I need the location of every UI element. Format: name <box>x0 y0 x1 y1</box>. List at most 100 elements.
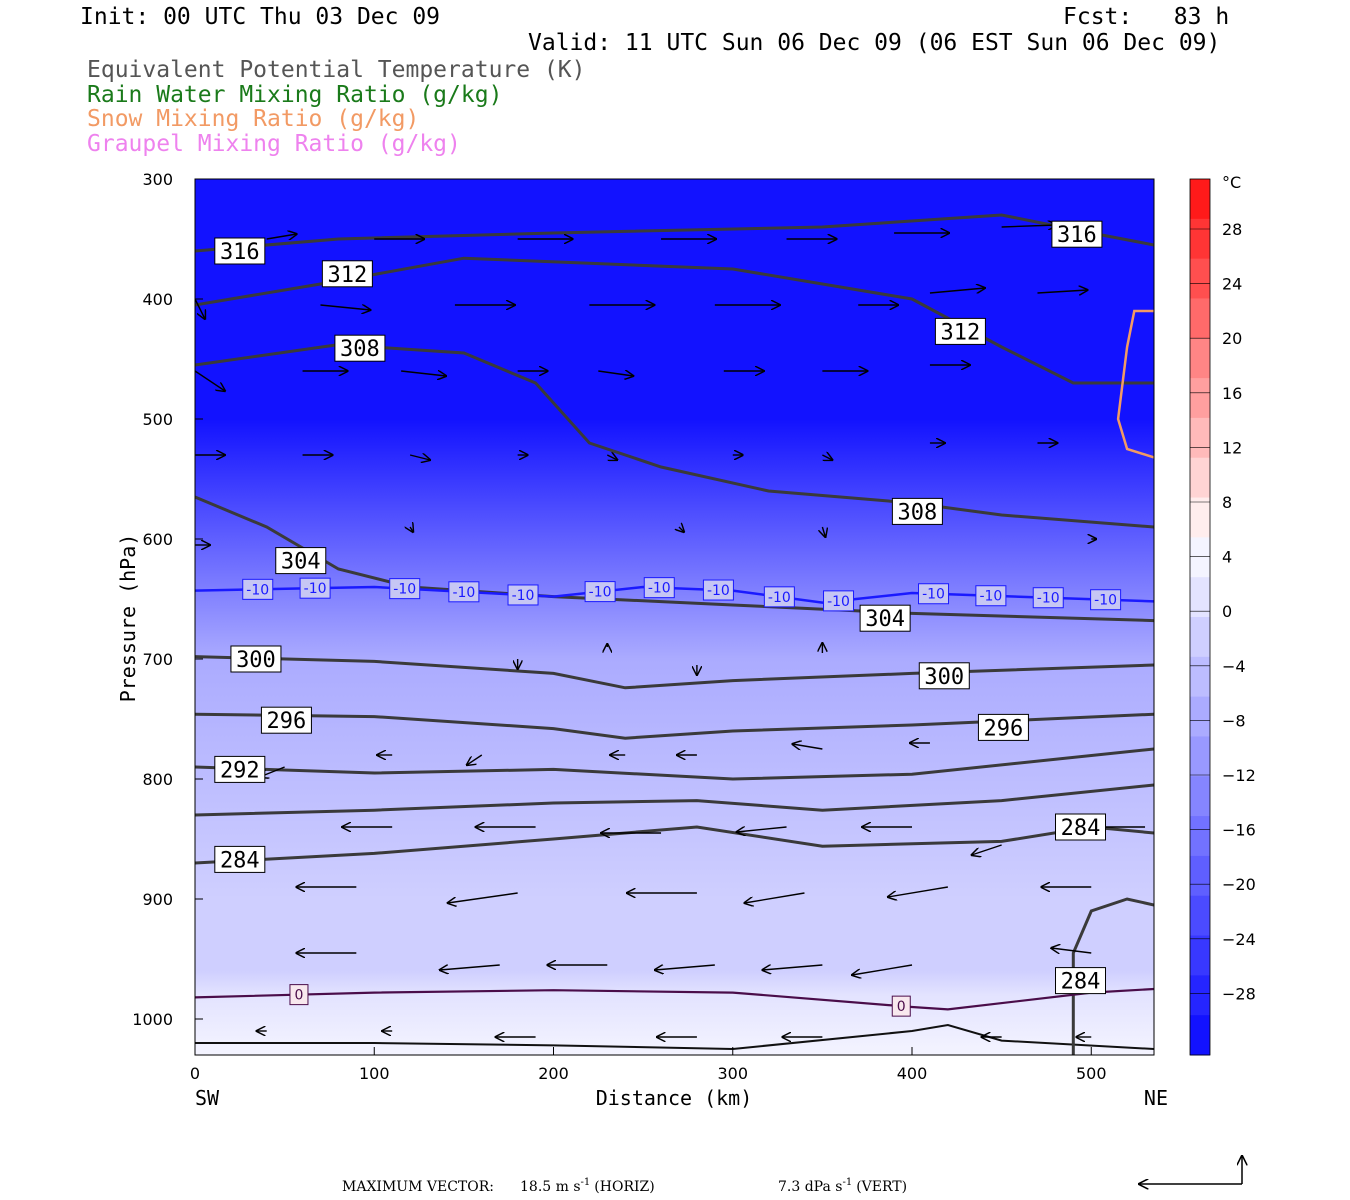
colorbar-label: 8 <box>1222 493 1232 512</box>
isotherm-label: -10 <box>242 578 274 600</box>
legend-theta-e: Equivalent Potential Temperature (K) <box>87 57 586 83</box>
colorbar-swatch <box>1190 816 1210 857</box>
wind-vector <box>822 526 825 537</box>
svg-text:284: 284 <box>1061 970 1101 995</box>
wind-vector <box>195 845 196 846</box>
colorbar-label: −20 <box>1222 875 1256 894</box>
svg-text:-10: -10 <box>768 590 791 606</box>
wind-vector <box>410 527 413 532</box>
svg-text:-10: -10 <box>1094 593 1117 609</box>
wind-vector <box>792 744 823 749</box>
svg-text:-10: -10 <box>512 588 535 604</box>
colorbar-label: 24 <box>1222 275 1242 294</box>
wind-vector <box>320 305 370 310</box>
theta-e-label: 296 <box>977 713 1029 741</box>
colorbar-swatch <box>1190 935 1210 976</box>
theta-e-contour-292 <box>195 747 1154 781</box>
colorbar-label: −12 <box>1222 766 1256 785</box>
colorbar-label: 0 <box>1222 602 1232 621</box>
svg-text:-10: -10 <box>648 581 671 597</box>
colorbar-label: 28 <box>1222 220 1242 239</box>
wind-vector <box>929 288 985 294</box>
colorbar-label: −4 <box>1222 657 1246 676</box>
colorbar-label: −8 <box>1222 711 1246 730</box>
wind-vector <box>852 964 913 975</box>
wind-vector <box>679 527 684 532</box>
svg-text:308: 308 <box>340 337 380 362</box>
isotherm-label: -10 <box>584 581 616 603</box>
svg-text:316: 316 <box>1057 223 1097 248</box>
colorbar-label: 4 <box>1222 548 1232 567</box>
theta-e-label: 308 <box>891 497 943 525</box>
colorbar-swatch <box>1190 736 1210 777</box>
colorbar-unit: °C <box>1222 173 1241 192</box>
colorbar-swatch <box>1190 258 1210 299</box>
svg-text:MAXIMUM VECTOR:: MAXIMUM VECTOR: <box>342 1179 494 1195</box>
theta-e-contour-296 <box>195 712 1154 740</box>
colorbar-label: 16 <box>1222 384 1242 403</box>
svg-text:304: 304 <box>865 607 905 632</box>
x-tick-label: 400 <box>897 1064 928 1083</box>
svg-text:292: 292 <box>220 758 260 783</box>
svg-text:304: 304 <box>281 550 321 575</box>
y-axis-label: Pressure (hPa) <box>116 534 140 703</box>
theta-e-label: 316 <box>214 237 266 265</box>
colorbar-swatch <box>1190 218 1210 260</box>
isotherm-label: -10 <box>1032 587 1064 609</box>
snow-mixing-contour <box>1116 309 1154 459</box>
wind-vector <box>737 827 787 832</box>
wind-vector <box>401 371 446 376</box>
theta-e-contour-7 <box>195 783 1154 817</box>
isotherm-label: -10 <box>643 577 675 599</box>
svg-text:-10: -10 <box>1037 591 1060 607</box>
isotherm-label: -10 <box>823 590 855 612</box>
isotherm-0 <box>195 987 1154 1011</box>
wind-vector <box>448 892 518 903</box>
wind-vector <box>195 767 196 768</box>
theta-e-label: 284 <box>1055 813 1107 841</box>
colorbar-swatch <box>1190 975 1210 1016</box>
isotherm-label: -10 <box>702 579 734 601</box>
wind-vector <box>195 298 205 319</box>
colorbar-label: −16 <box>1222 821 1256 840</box>
colorbar-swatch <box>1190 617 1210 658</box>
wind-vector <box>266 234 297 239</box>
colorbar-label: 20 <box>1222 329 1242 348</box>
svg-text:-10: -10 <box>589 585 612 601</box>
svg-text:308: 308 <box>898 500 938 525</box>
legend-rain: Rain Water Mixing Ratio (g/kg) <box>87 82 503 108</box>
y-tick-label: 300 <box>142 170 173 189</box>
wind-vector <box>195 965 196 966</box>
svg-text:296: 296 <box>267 709 307 734</box>
colorbar-swatch <box>1190 378 1210 419</box>
colorbar-frame <box>1189 178 1211 1056</box>
colorbar-swatch <box>1190 457 1210 499</box>
svg-text:284: 284 <box>220 848 260 873</box>
theta-e-label: 312 <box>934 317 986 345</box>
colorbar-swatch <box>1190 497 1210 538</box>
theta-e-contour-300 <box>195 655 1154 690</box>
svg-text:-10: -10 <box>304 581 327 597</box>
svg-text:312: 312 <box>327 263 367 288</box>
y-tick-label: 700 <box>142 650 173 669</box>
theta-e-label: 304 <box>275 547 327 575</box>
isotherm-label: -10 <box>763 586 795 608</box>
wind-vector <box>440 964 500 970</box>
y-tick-label: 400 <box>142 290 173 309</box>
theta-e-label: 284 <box>214 845 266 873</box>
colorbar-label: −28 <box>1222 984 1256 1003</box>
wind-vector <box>822 455 832 460</box>
colorbar-swatch <box>1190 656 1210 698</box>
svg-text:18.5 m s-1(HORIZ): 18.5 m s-1 (HORIZ) <box>520 1177 655 1195</box>
colorbar-swatch <box>1190 855 1210 897</box>
theta-e-label: 284 <box>1055 967 1107 995</box>
svg-text:296: 296 <box>984 716 1024 741</box>
wind-vector <box>888 886 948 897</box>
colorbar-swatch <box>1190 895 1210 937</box>
wind-vector <box>1051 948 1092 953</box>
x-tick-label: 100 <box>359 1064 390 1083</box>
theta-e-label: 292 <box>214 755 266 783</box>
wind-vector <box>1001 225 1057 227</box>
colorbar-swatch <box>1190 1015 1210 1056</box>
